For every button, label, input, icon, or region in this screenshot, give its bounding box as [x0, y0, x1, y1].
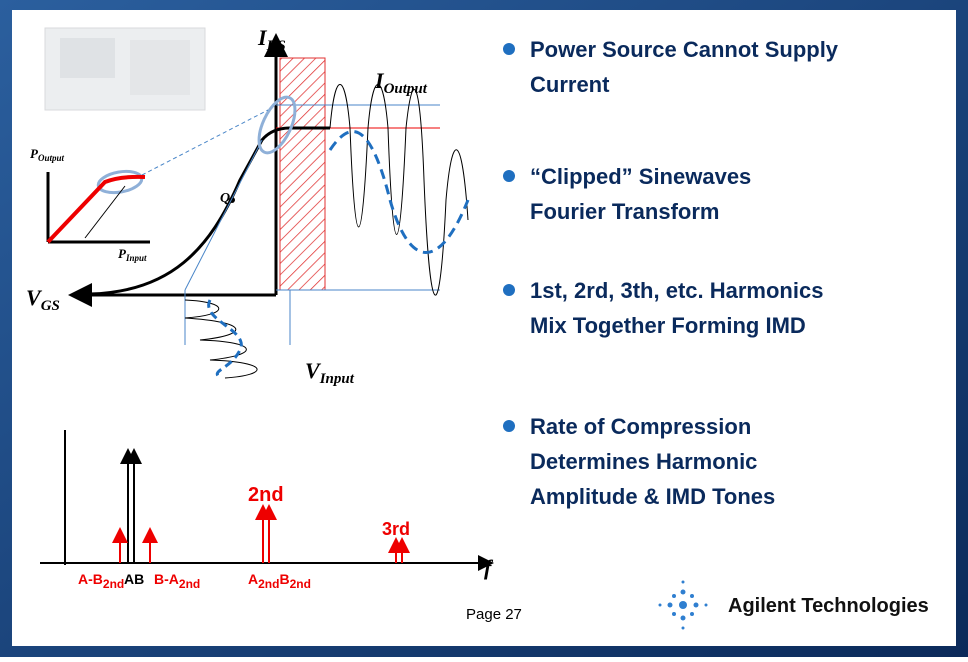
label-sub: 2nd [290, 577, 311, 591]
label-sub: 2nd [258, 577, 279, 591]
label-main: B-A [154, 571, 179, 587]
bullet-dot [503, 43, 515, 55]
spectrum [40, 430, 494, 571]
bullet-text: Current [530, 72, 610, 97]
bullet-text: Rate of Compression [530, 414, 751, 439]
logo-text: Agilent Technologies [728, 595, 929, 617]
vgs-label: VGS [26, 285, 60, 314]
ids-label: IDS [257, 25, 286, 54]
poutput-label: POutput [30, 146, 64, 163]
page-number: Page 27 [466, 606, 522, 623]
third-label: 3rd [382, 519, 410, 539]
bullet-text: 1st, 2rd, 3th, etc. Harmonics [530, 278, 823, 303]
amb-label: A-B2nd [78, 571, 124, 591]
a2b2-label: A2ndB2nd [248, 571, 311, 591]
label-sub: 2nd [179, 577, 200, 591]
label-sub: DS [266, 38, 286, 54]
vinput-label: VInput [305, 358, 355, 387]
logo-mark [658, 580, 708, 630]
label-sub: 2nd [103, 577, 124, 591]
power-inset [46, 172, 150, 244]
bullet-text: Amplitude & IMD Tones [530, 484, 775, 509]
pinput-label: PInput [118, 246, 147, 263]
label-main: B [279, 571, 289, 587]
ab-label: AB [124, 571, 144, 587]
instrument-image [44, 27, 206, 111]
second-label: 2nd [248, 484, 284, 506]
label-sub: GS [41, 298, 60, 314]
transfer-diagram [68, 33, 470, 380]
label-sub: Input [125, 253, 147, 263]
label-sub: Output [38, 153, 65, 163]
q-label: Q [220, 191, 230, 206]
bullet-text: “Clipped” Sinewaves [530, 164, 751, 189]
bullet-text: Power Source Cannot Supply [530, 37, 839, 62]
slide-area [12, 10, 956, 646]
label-main: I [374, 68, 385, 93]
bullet-text: Determines Harmonic [530, 449, 757, 474]
f-label: f [484, 555, 494, 580]
ioutput-label: IOutput [374, 68, 428, 97]
bullet-dot [503, 420, 515, 432]
label-main: P [118, 246, 127, 261]
bullet-list: Power Source Cannot Supply Current “Clippe… [503, 37, 839, 509]
label-sub: Output [384, 81, 428, 97]
label-main: V [305, 358, 322, 383]
bullet-text: Mix Together Forming IMD [530, 313, 806, 338]
label-sub: Input [319, 371, 355, 387]
label-main: A-B [78, 571, 103, 587]
label-main: V [26, 285, 43, 310]
label-main: I [257, 25, 268, 50]
label-main: P [30, 146, 39, 161]
bullet-dot [503, 170, 515, 182]
bullet-text: Fourier Transform [530, 199, 719, 224]
bma-label: B-A2nd [154, 571, 200, 591]
label-main: A [248, 571, 258, 587]
bullet-dot [503, 284, 515, 296]
